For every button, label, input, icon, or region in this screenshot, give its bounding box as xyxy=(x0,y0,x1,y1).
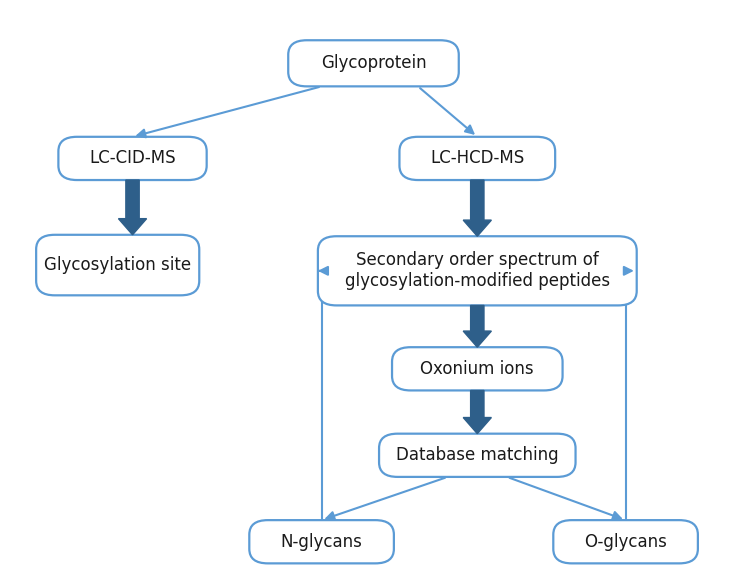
FancyBboxPatch shape xyxy=(288,40,459,86)
Text: Database matching: Database matching xyxy=(396,446,559,464)
FancyBboxPatch shape xyxy=(318,236,636,306)
Text: LC-CID-MS: LC-CID-MS xyxy=(89,150,176,168)
Text: Glycoprotein: Glycoprotein xyxy=(320,54,427,72)
FancyBboxPatch shape xyxy=(36,235,199,295)
FancyBboxPatch shape xyxy=(392,347,562,391)
FancyBboxPatch shape xyxy=(554,520,698,563)
Polygon shape xyxy=(463,391,492,434)
Polygon shape xyxy=(119,180,146,235)
Text: Oxonium ions: Oxonium ions xyxy=(421,360,534,378)
Polygon shape xyxy=(463,180,492,236)
Text: Glycosylation site: Glycosylation site xyxy=(44,256,191,274)
Text: Secondary order spectrum of
glycosylation-modified peptides: Secondary order spectrum of glycosylatio… xyxy=(344,251,610,290)
Text: LC-HCD-MS: LC-HCD-MS xyxy=(430,150,524,168)
Polygon shape xyxy=(463,306,492,347)
FancyBboxPatch shape xyxy=(249,520,394,563)
FancyBboxPatch shape xyxy=(379,434,575,477)
FancyBboxPatch shape xyxy=(58,137,207,180)
Text: N-glycans: N-glycans xyxy=(281,533,362,551)
Text: O-glycans: O-glycans xyxy=(584,533,667,551)
FancyBboxPatch shape xyxy=(400,137,555,180)
